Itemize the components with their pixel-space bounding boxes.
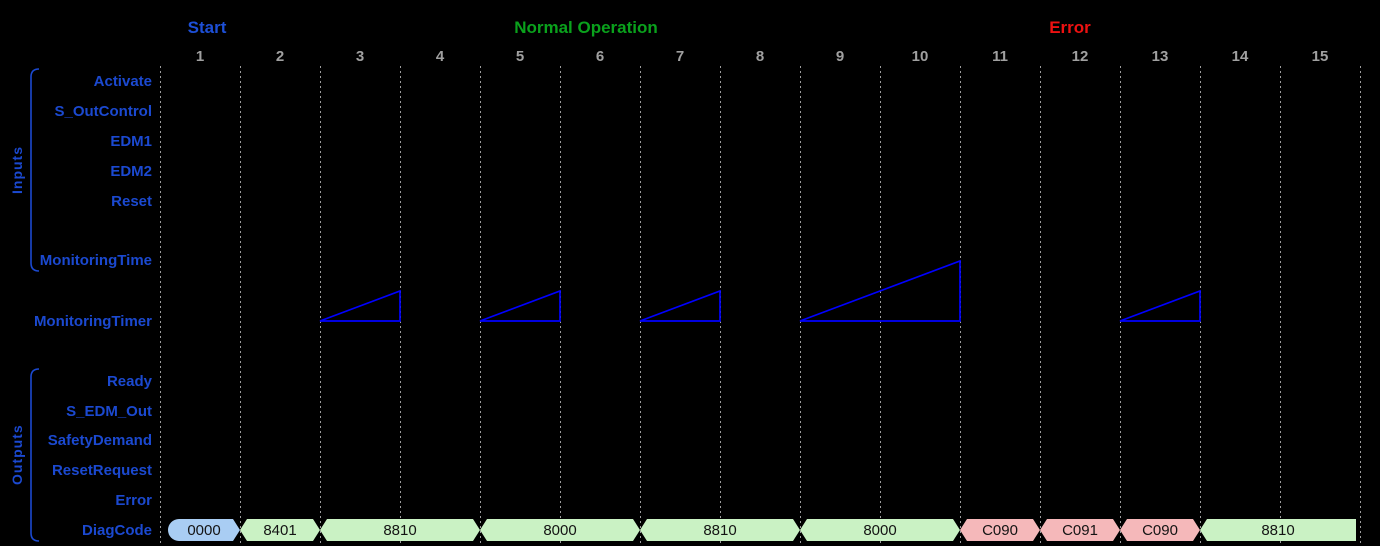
output-signal-label: DiagCode <box>81 522 152 539</box>
output-signal-label: SafetyDemand <box>47 432 152 449</box>
input-signal-label: Activate <box>93 73 152 90</box>
column-number: 8 <box>755 48 765 65</box>
diagcode-segment: 8000 <box>800 519 960 541</box>
diagcode-segment: C090 <box>1120 519 1200 541</box>
time-gridline <box>320 66 321 546</box>
time-gridline <box>240 66 241 546</box>
output-signal-label: Ready <box>106 373 152 390</box>
column-number: 9 <box>835 48 845 65</box>
input-signal-label: Reset <box>111 193 152 210</box>
column-number: 7 <box>675 48 685 65</box>
column-number: 11 <box>992 48 1008 65</box>
time-gridline <box>1120 66 1121 546</box>
input-signal-label: EDM2 <box>110 163 152 180</box>
time-gridline <box>480 66 481 546</box>
diagcode-segment: 8000 <box>480 519 640 541</box>
diagcode-segment: 8810 <box>640 519 800 541</box>
column-number: 6 <box>595 48 605 65</box>
column-number: 5 <box>515 48 525 65</box>
time-gridline <box>640 66 641 546</box>
column-number: 14 <box>1231 48 1249 65</box>
diagcode-segment: 8401 <box>240 519 320 541</box>
monitoring-timer-ramp <box>1119 289 1201 322</box>
time-gridline <box>160 66 161 546</box>
output-signal-label: ResetRequest <box>51 462 152 479</box>
phase-label: Normal Operation <box>514 18 658 37</box>
output-signal-label: S_EDM_Out <box>66 403 152 420</box>
monitoring-timer-ramp <box>639 289 721 322</box>
column-number: 3 <box>355 48 365 65</box>
monitoring-timer-ramp <box>479 289 561 322</box>
outputs-bracket <box>30 368 40 542</box>
time-gridline <box>880 66 881 546</box>
column-number: 2 <box>275 48 285 65</box>
monitoring-timer-ramp <box>799 259 961 322</box>
timer-row-label: MonitoringTimer <box>33 313 152 330</box>
diagcode-segment: C090 <box>960 519 1040 541</box>
column-number: 10 <box>911 48 929 65</box>
input-signal-label: MonitoringTime <box>39 252 152 269</box>
time-gridline <box>1360 66 1361 546</box>
time-gridline <box>800 66 801 546</box>
phase-label: Start <box>187 18 227 37</box>
monitoring-timer-ramp <box>319 289 401 322</box>
input-signal-label: EDM1 <box>110 133 152 150</box>
diagcode-segment: C091 <box>1040 519 1120 541</box>
diagcode-segment: 0000 <box>168 519 240 541</box>
input-signal-label: S_OutControl <box>54 103 153 120</box>
column-number: 15 <box>1311 48 1329 65</box>
column-number: 12 <box>1071 48 1089 65</box>
time-gridline <box>1040 66 1041 546</box>
column-number: 4 <box>435 48 445 65</box>
output-signal-label: Error <box>115 492 152 509</box>
diagcode-segment: 8810 <box>320 519 480 541</box>
inputs-bracket <box>30 68 40 272</box>
time-gridline <box>1280 66 1281 546</box>
phase-label: Error <box>1049 18 1091 37</box>
column-number: 1 <box>195 48 205 65</box>
column-number: 13 <box>1151 48 1169 65</box>
diagcode-segment: 8810 <box>1200 519 1356 541</box>
